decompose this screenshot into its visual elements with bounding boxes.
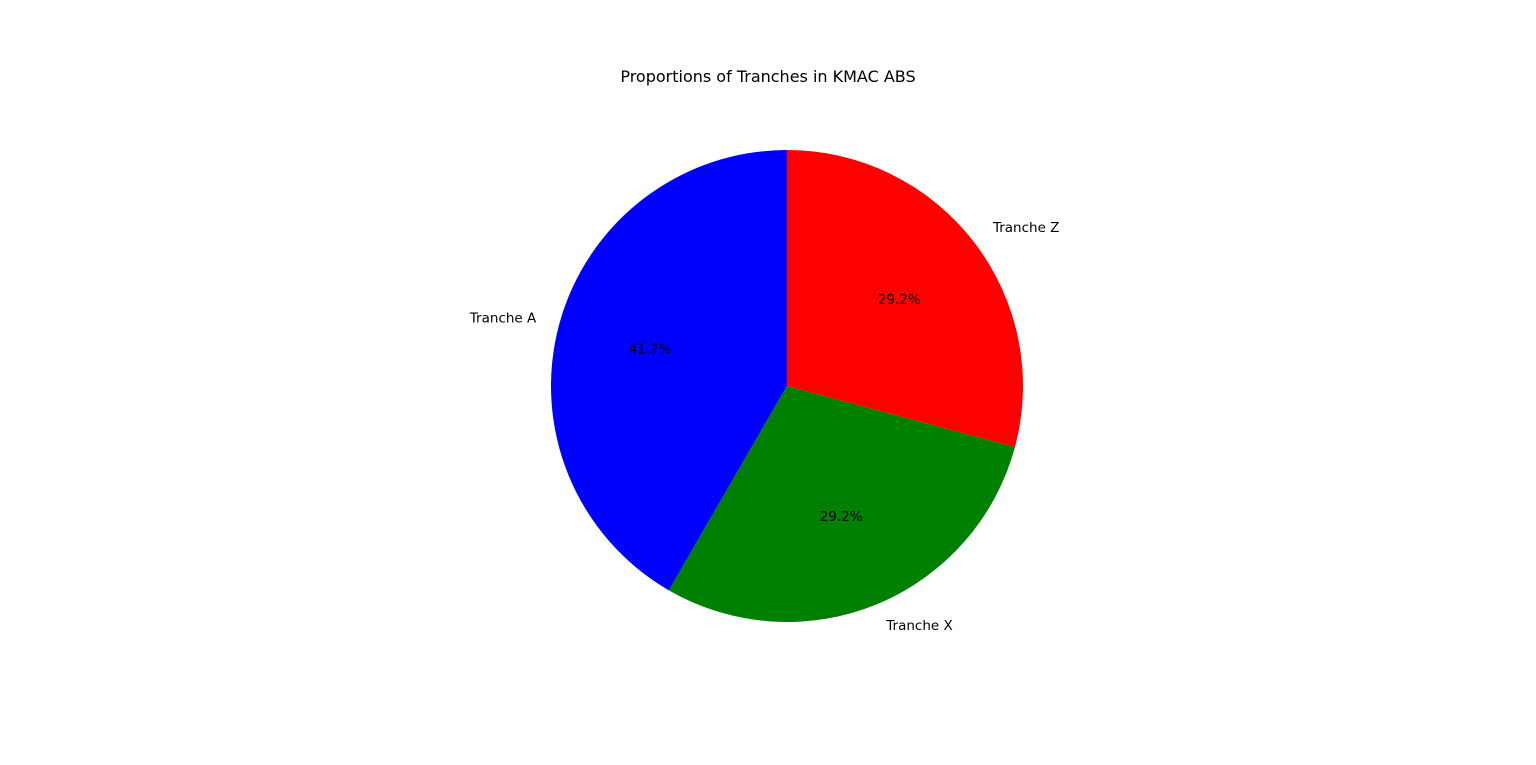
pie-pct-label: 41.7%	[629, 341, 672, 357]
chart-title: Proportions of Tranches in KMAC ABS	[620, 67, 916, 86]
pie-category-label: Tranche X	[885, 618, 952, 634]
pie-slice-tranche-x	[668, 386, 1015, 622]
pie-category-label: Tranche A	[469, 311, 537, 327]
pie-slice-tranche-z	[787, 150, 1024, 448]
pie-pct-label: 29.2%	[878, 292, 921, 308]
pie-category-label: Tranche Z	[992, 220, 1059, 236]
pie-slice-tranche-a	[550, 150, 787, 591]
pie-pct-label: 29.2%	[820, 509, 863, 525]
